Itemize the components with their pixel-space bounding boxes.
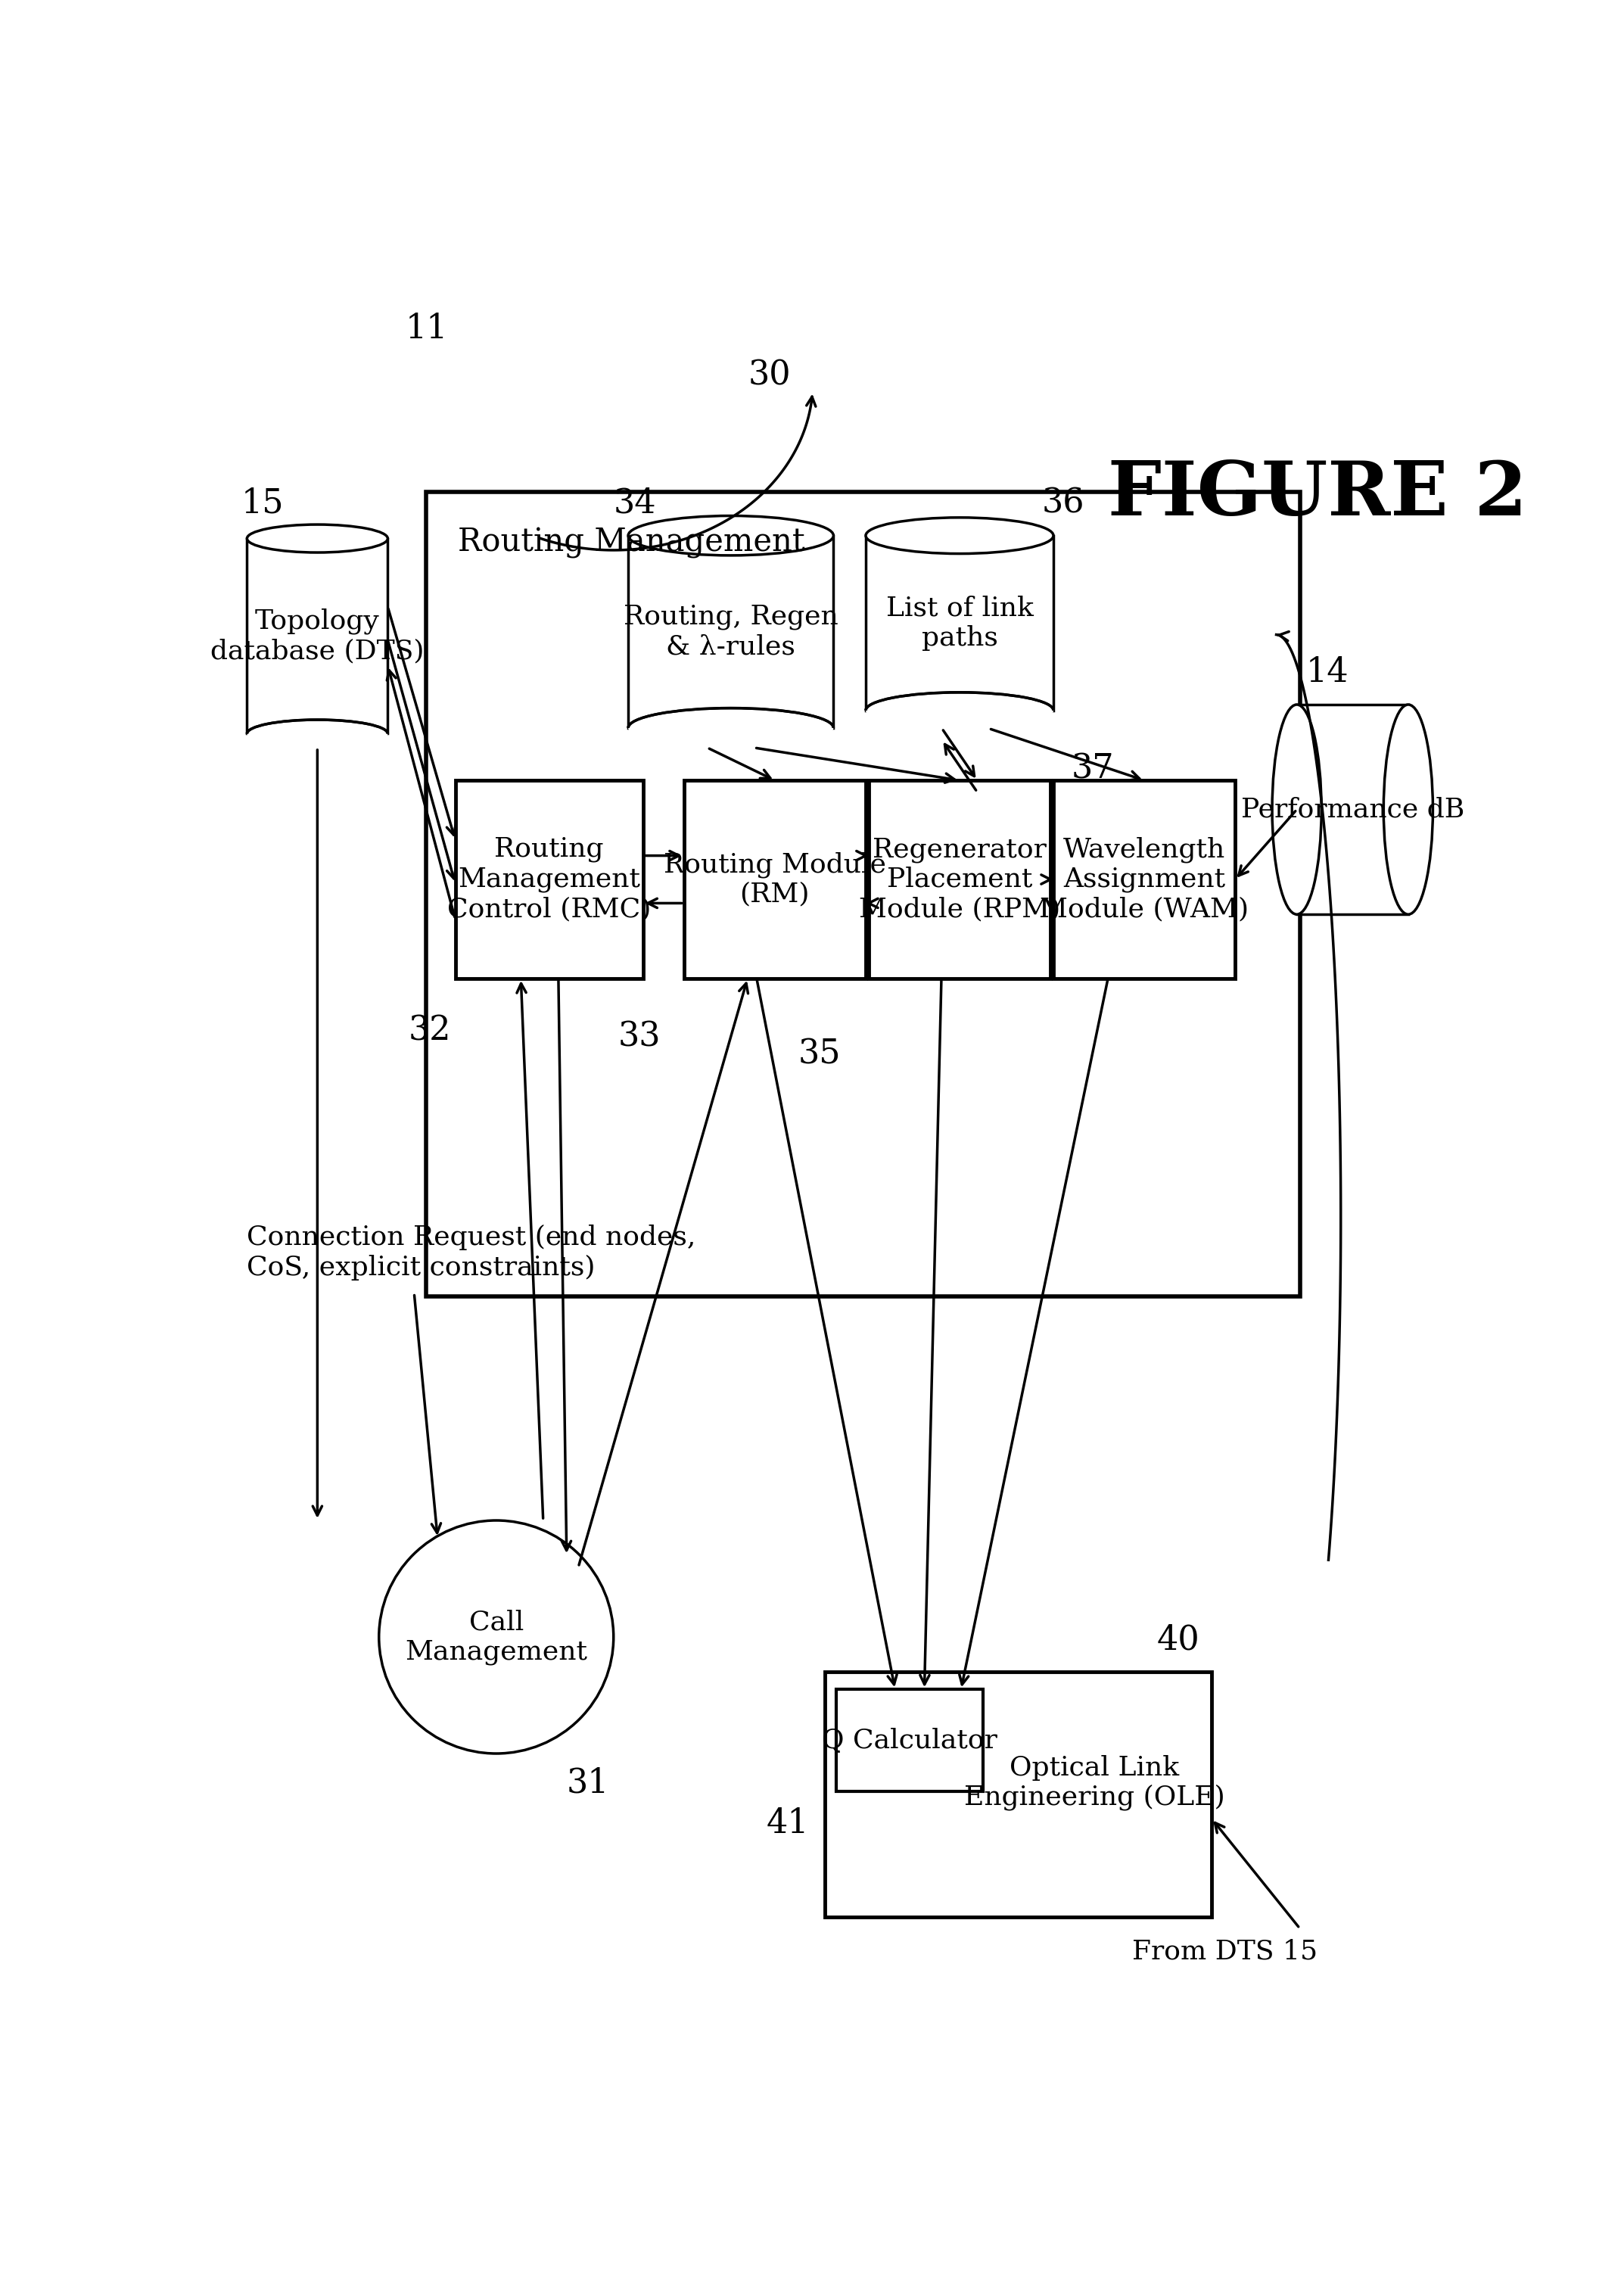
Text: Connection Request (end nodes,
CoS, explicit constraints): Connection Request (end nodes, CoS, expl… <box>247 1226 697 1280</box>
Ellipse shape <box>628 708 833 747</box>
Bar <box>825 1672 1212 1916</box>
Text: Regenerator
Placement
Module (RPM): Regenerator Placement Module (RPM) <box>859 836 1060 923</box>
Text: 32: 32 <box>408 1014 451 1048</box>
Bar <box>1054 781 1236 980</box>
Text: 36: 36 <box>1041 487 1085 519</box>
Text: Routing Management: Routing Management <box>458 526 806 558</box>
Ellipse shape <box>1384 704 1432 913</box>
Text: 33: 33 <box>617 1021 661 1052</box>
Text: Routing
Management
Control (RMC): Routing Management Control (RMC) <box>447 836 651 923</box>
Text: Optical Link
Engineering (OLE): Optical Link Engineering (OLE) <box>965 1754 1224 1811</box>
Bar <box>425 492 1299 1296</box>
Ellipse shape <box>247 720 388 747</box>
Ellipse shape <box>628 515 833 556</box>
Ellipse shape <box>1272 704 1322 913</box>
Bar <box>628 535 833 729</box>
Text: Performance dB: Performance dB <box>1241 797 1465 822</box>
Bar <box>684 781 866 980</box>
Bar <box>836 1690 983 1791</box>
Circle shape <box>378 1519 614 1754</box>
Text: 40: 40 <box>1156 1624 1200 1656</box>
Text: Call
Management: Call Management <box>404 1608 588 1665</box>
Ellipse shape <box>866 517 1054 554</box>
Ellipse shape <box>247 524 388 554</box>
Text: Wavelength
Assignment
Module (WAM): Wavelength Assignment Module (WAM) <box>1039 836 1249 923</box>
Text: Q Calculator: Q Calculator <box>822 1727 997 1754</box>
Text: Topology
database (DTS): Topology database (DTS) <box>211 608 424 665</box>
Text: FIGURE 2: FIGURE 2 <box>1108 458 1527 531</box>
Text: 34: 34 <box>614 487 656 519</box>
Bar <box>455 781 643 980</box>
Bar <box>247 538 388 734</box>
Text: Routing Module
(RM): Routing Module (RM) <box>664 852 887 907</box>
Ellipse shape <box>866 693 1054 729</box>
Text: 35: 35 <box>799 1039 841 1071</box>
Bar <box>869 781 1051 980</box>
Text: Routing, Regen
& λ-rules: Routing, Regen & λ-rules <box>624 604 838 661</box>
Text: 30: 30 <box>749 360 791 392</box>
Text: 11: 11 <box>406 312 448 344</box>
Text: 31: 31 <box>567 1765 609 1800</box>
Bar <box>866 535 1054 711</box>
Text: 14: 14 <box>1306 656 1348 688</box>
Bar <box>1298 704 1408 913</box>
Text: 41: 41 <box>767 1806 809 1841</box>
Text: 37: 37 <box>1070 752 1114 786</box>
Text: From DTS 15: From DTS 15 <box>1132 1939 1317 1964</box>
Text: List of link
paths: List of link paths <box>885 595 1033 652</box>
Text: 15: 15 <box>240 487 284 519</box>
